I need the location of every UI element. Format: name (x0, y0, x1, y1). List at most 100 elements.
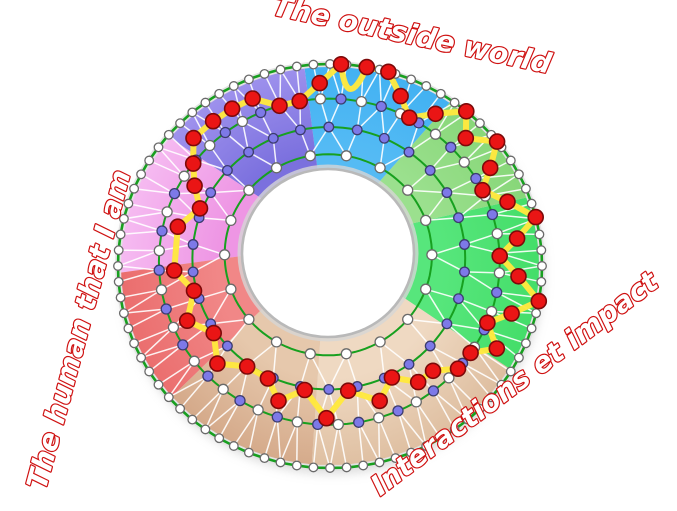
node-ring3[interactable] (219, 126, 231, 139)
score-dot[interactable] (204, 112, 222, 130)
node-ring3[interactable] (178, 170, 190, 182)
score-dot[interactable] (409, 373, 427, 391)
node-ring1[interactable] (225, 214, 237, 227)
node-ring4[interactable] (113, 245, 124, 256)
node-ring1[interactable] (420, 283, 432, 295)
node-ring4[interactable] (175, 118, 186, 129)
score-dot[interactable] (318, 409, 335, 427)
node-ring3[interactable] (373, 412, 385, 424)
score-dot[interactable] (358, 58, 376, 76)
node-ring3[interactable] (252, 404, 264, 416)
score-dot[interactable] (479, 314, 496, 332)
node-ring4[interactable] (536, 245, 547, 256)
node-ring4[interactable] (291, 61, 302, 72)
score-dot[interactable] (165, 262, 183, 279)
node-ring4[interactable] (129, 338, 140, 349)
node-ring3[interactable] (486, 208, 499, 221)
node-ring4[interactable] (462, 414, 473, 425)
score-dot[interactable] (186, 177, 203, 194)
node-ring3[interactable] (353, 416, 365, 428)
node-ring4[interactable] (136, 352, 147, 363)
node-ring3[interactable] (160, 303, 172, 315)
node-ring4[interactable] (118, 308, 129, 319)
node-ring4[interactable] (275, 64, 286, 75)
node-ring3[interactable] (458, 156, 470, 168)
score-dot[interactable] (530, 292, 548, 310)
node-ring3[interactable] (177, 339, 189, 351)
node-ring4[interactable] (421, 441, 432, 451)
node-ring4[interactable] (513, 169, 524, 180)
node-ring2[interactable] (205, 187, 217, 199)
node-ring4[interactable] (534, 229, 545, 240)
node-ring4[interactable] (163, 129, 174, 140)
node-ring4[interactable] (406, 74, 417, 85)
node-ring1[interactable] (340, 150, 352, 162)
score-dot[interactable] (457, 129, 475, 147)
node-ring1[interactable] (374, 162, 386, 174)
score-dot[interactable] (185, 282, 203, 300)
score-dot[interactable] (169, 218, 187, 235)
node-ring4[interactable] (214, 88, 225, 99)
node-ring2[interactable] (424, 164, 436, 176)
node-ring4[interactable] (259, 453, 270, 464)
score-dot[interactable] (184, 155, 202, 172)
node-ring3[interactable] (168, 187, 181, 200)
node-ring4[interactable] (291, 460, 302, 471)
node-ring4[interactable] (115, 229, 126, 240)
node-ring2[interactable] (453, 212, 464, 224)
node-ring4[interactable] (214, 433, 225, 444)
node-ring1[interactable] (243, 184, 255, 196)
node-ring4[interactable] (536, 276, 547, 287)
node-ring1[interactable] (402, 184, 414, 196)
node-ring2[interactable] (459, 266, 470, 278)
node-ring1[interactable] (402, 313, 414, 326)
node-ring4[interactable] (374, 457, 385, 468)
node-ring4[interactable] (341, 462, 352, 473)
score-dot[interactable] (392, 87, 409, 105)
score-dot[interactable] (244, 90, 261, 107)
score-dot[interactable] (270, 392, 287, 410)
node-ring4[interactable] (129, 183, 140, 194)
node-ring4[interactable] (113, 276, 124, 287)
score-dot[interactable] (499, 193, 516, 211)
node-ring4[interactable] (144, 366, 155, 377)
node-ring2[interactable] (243, 146, 255, 158)
score-dot[interactable] (462, 344, 479, 362)
score-dot[interactable] (259, 370, 277, 387)
node-ring4[interactable] (513, 352, 524, 363)
node-ring3[interactable] (491, 227, 503, 240)
node-ring3[interactable] (410, 396, 422, 408)
node-ring3[interactable] (202, 370, 214, 382)
node-ring2[interactable] (187, 266, 199, 278)
score-dot[interactable] (332, 56, 350, 73)
score-dot[interactable] (271, 97, 288, 115)
score-dot[interactable] (371, 392, 389, 410)
node-ring1[interactable] (225, 283, 237, 295)
node-ring4[interactable] (243, 74, 254, 85)
node-ring3[interactable] (493, 267, 506, 279)
score-dot[interactable] (291, 92, 309, 110)
node-ring1[interactable] (420, 214, 432, 227)
node-ring3[interactable] (445, 141, 457, 153)
score-dot[interactable] (503, 305, 520, 322)
node-ring1[interactable] (374, 336, 386, 348)
node-ring4[interactable] (496, 379, 507, 390)
node-ring3[interactable] (332, 418, 344, 431)
node-ring3[interactable] (153, 264, 165, 276)
node-ring4[interactable] (486, 392, 497, 403)
node-ring4[interactable] (526, 198, 537, 209)
node-ring4[interactable] (449, 424, 460, 435)
node-ring4[interactable] (520, 183, 531, 194)
node-ring4[interactable] (308, 59, 319, 70)
score-dot[interactable] (238, 358, 256, 375)
node-ring3[interactable] (217, 383, 229, 395)
node-ring3[interactable] (375, 100, 387, 113)
score-dot[interactable] (383, 369, 401, 386)
node-ring4[interactable] (435, 433, 446, 444)
node-ring3[interactable] (429, 128, 442, 140)
node-ring1[interactable] (243, 313, 255, 326)
node-ring4[interactable] (144, 155, 155, 166)
score-dot[interactable] (311, 74, 329, 92)
node-ring4[interactable] (325, 463, 335, 473)
node-ring2[interactable] (459, 239, 470, 250)
